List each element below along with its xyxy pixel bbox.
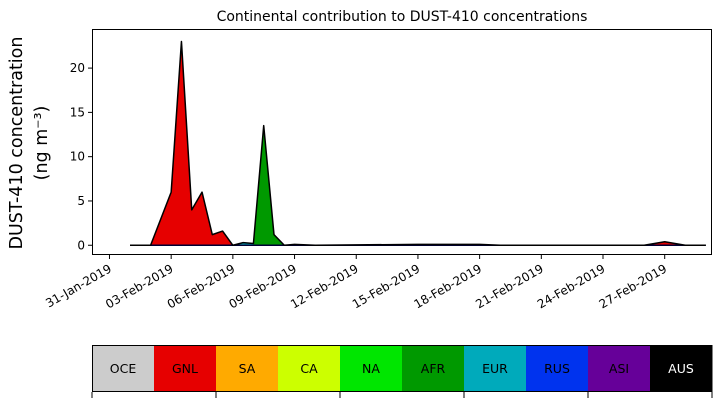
colorbar-swatch-asi (588, 345, 651, 392)
colorbar-swatch-ca (278, 345, 341, 392)
y-axis-label: DUST-410 concentration (7, 37, 27, 250)
y-tick-label: 0 (77, 238, 85, 252)
x-tick-label: 31-Jan-2019 (43, 261, 114, 310)
y-tick-label: 20 (70, 61, 85, 75)
x-axis: 31-Jan-201903-Feb-201906-Feb-201909-Feb-… (43, 255, 669, 311)
x-tick-label: 18-Feb-2019 (412, 261, 485, 311)
y-axis-unit: (ng m⁻³) (32, 106, 52, 181)
colorbar-swatch-eur (464, 345, 527, 392)
total-outline (130, 40, 706, 247)
colorbar-swatch-aus (650, 345, 713, 392)
colorbar-swatch-oce (92, 345, 155, 392)
y-tick-label: 15 (70, 105, 85, 119)
area-eur (130, 41, 706, 246)
colorbar-swatch-rus (526, 345, 589, 392)
chart-title: Continental contribution to DUST-410 con… (217, 9, 588, 25)
colorbar-label-oce: OCE (110, 361, 137, 376)
colorbar-swatch-na (340, 345, 403, 392)
colorbar-label-rus: RUS (544, 361, 570, 376)
colorbar: OCE GNL SA CA NA AFR EUR RUS ASI AUS (91, 345, 713, 398)
colorbar-frame (92, 345, 712, 392)
colorbar-label-gnl: GNL (172, 361, 198, 376)
colorbar-label-na: NA (362, 361, 380, 376)
series-layer (130, 40, 706, 247)
colorbar-label-ca: CA (300, 361, 318, 376)
colorbar-label-asi: ASI (609, 361, 629, 376)
x-tick-label: 21-Feb-2019 (473, 261, 546, 311)
x-tick-label: 12-Feb-2019 (288, 261, 361, 311)
y-tick-label: 5 (77, 194, 85, 208)
y-axis: 0 5 10 15 20 (70, 61, 92, 252)
x-tick-label: 15-Feb-2019 (350, 261, 423, 311)
x-tick-label: 03-Feb-2019 (103, 261, 176, 311)
colorbar-label-aus: AUS (668, 361, 694, 376)
colorbar-swatch-afr (402, 345, 465, 392)
plot-frame (92, 29, 712, 255)
colorbar-label-eur: EUR (482, 361, 508, 376)
y-tick-label: 10 (70, 150, 85, 164)
colorbar-label-sa: SA (239, 361, 256, 376)
x-tick-label: 27-Feb-2019 (597, 261, 670, 311)
area-gnl (130, 41, 706, 246)
x-tick-label: 06-Feb-2019 (165, 261, 238, 311)
area-afr (130, 41, 706, 246)
x-tick-label: 09-Feb-2019 (226, 261, 299, 311)
colorbar-swatch-sa (216, 345, 279, 392)
colorbar-swatch-gnl (154, 345, 217, 392)
x-tick-label: 24-Feb-2019 (535, 261, 608, 311)
colorbar-label-afr: AFR (421, 361, 446, 376)
